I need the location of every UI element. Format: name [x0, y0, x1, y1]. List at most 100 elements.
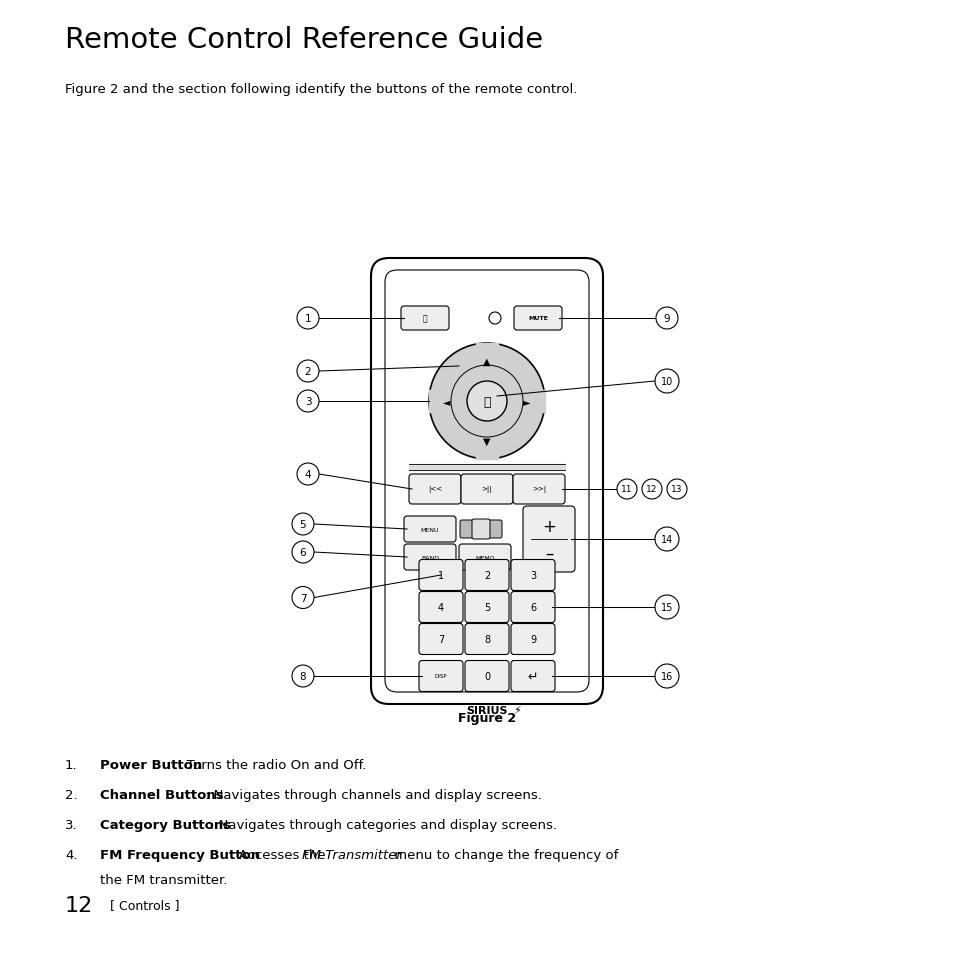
Text: menu to change the frequency of: menu to change the frequency of: [390, 848, 618, 862]
Text: MUTE: MUTE: [528, 316, 547, 321]
Circle shape: [655, 527, 679, 552]
Circle shape: [656, 308, 678, 330]
Circle shape: [292, 514, 314, 536]
Circle shape: [666, 479, 686, 499]
Text: 15: 15: [660, 602, 673, 613]
FancyBboxPatch shape: [458, 544, 511, 571]
Text: 5: 5: [299, 519, 306, 530]
Text: 5: 5: [483, 602, 490, 613]
FancyBboxPatch shape: [511, 624, 555, 655]
Text: the FM transmitter.: the FM transmitter.: [100, 873, 227, 886]
Text: MENU: MENU: [420, 527, 438, 532]
Circle shape: [292, 587, 314, 609]
Text: 13: 13: [671, 485, 682, 494]
FancyBboxPatch shape: [409, 475, 460, 504]
Text: ⚡: ⚡: [513, 706, 520, 716]
Text: Figure 2 and the section following identify the buttons of the remote control.: Figure 2 and the section following ident…: [65, 83, 577, 96]
Circle shape: [641, 479, 661, 499]
FancyBboxPatch shape: [514, 307, 561, 331]
Text: 9: 9: [663, 314, 670, 324]
Text: 6: 6: [529, 602, 536, 613]
Circle shape: [655, 596, 679, 619]
Text: –: –: [544, 544, 553, 561]
Text: [ Controls ]: [ Controls ]: [110, 899, 179, 911]
Text: 10: 10: [660, 376, 673, 387]
Text: 1: 1: [437, 571, 443, 580]
Text: FM Frequency Button: FM Frequency Button: [100, 848, 260, 862]
FancyBboxPatch shape: [371, 258, 602, 704]
Text: 1: 1: [304, 314, 311, 324]
FancyBboxPatch shape: [464, 624, 509, 655]
Text: DISP: DISP: [435, 674, 447, 679]
Text: 4: 4: [437, 602, 443, 613]
Text: 14: 14: [660, 535, 673, 544]
FancyBboxPatch shape: [464, 660, 509, 692]
Circle shape: [296, 308, 318, 330]
Text: 8: 8: [299, 671, 306, 681]
Circle shape: [292, 665, 314, 687]
Text: 9: 9: [529, 635, 536, 644]
FancyBboxPatch shape: [464, 592, 509, 623]
FancyBboxPatch shape: [400, 307, 449, 331]
FancyBboxPatch shape: [464, 560, 509, 591]
Circle shape: [617, 479, 637, 499]
Text: Power Button: Power Button: [100, 759, 202, 771]
Text: Category Buttons: Category Buttons: [100, 818, 231, 831]
Text: |<<: |<<: [428, 486, 441, 493]
Text: MEMO: MEMO: [475, 555, 495, 560]
Text: 12: 12: [645, 485, 657, 494]
FancyBboxPatch shape: [403, 544, 456, 571]
Text: 7: 7: [437, 635, 444, 644]
Text: SIRIUS: SIRIUS: [466, 706, 507, 716]
Circle shape: [429, 344, 544, 459]
FancyBboxPatch shape: [511, 592, 555, 623]
Text: ▲: ▲: [483, 356, 490, 367]
Circle shape: [489, 313, 500, 325]
Text: 3.: 3.: [65, 818, 77, 831]
Text: 0: 0: [483, 671, 490, 681]
Text: FM Transmitter: FM Transmitter: [302, 848, 401, 862]
FancyBboxPatch shape: [460, 475, 513, 504]
Text: ⏻: ⏻: [422, 314, 427, 323]
FancyBboxPatch shape: [472, 519, 490, 539]
Text: 7: 7: [299, 593, 306, 603]
Text: ▼: ▼: [483, 436, 490, 447]
Text: 2: 2: [304, 367, 311, 376]
FancyBboxPatch shape: [511, 560, 555, 591]
Text: : Turns the radio On and Off.: : Turns the radio On and Off.: [178, 759, 366, 771]
Text: : Accesses the: : Accesses the: [230, 848, 330, 862]
Text: +: +: [541, 517, 556, 535]
Text: 3: 3: [529, 571, 536, 580]
Text: 8: 8: [483, 635, 490, 644]
FancyBboxPatch shape: [418, 660, 462, 692]
FancyBboxPatch shape: [459, 520, 501, 538]
Circle shape: [467, 381, 506, 421]
Text: ►: ►: [522, 396, 530, 407]
Text: : Navigates through categories and display screens.: : Navigates through categories and displ…: [210, 818, 557, 831]
Text: 4: 4: [304, 470, 311, 479]
Circle shape: [655, 370, 679, 394]
Circle shape: [292, 541, 314, 563]
Text: 2: 2: [483, 571, 490, 580]
Text: BAND: BAND: [420, 555, 438, 560]
Text: ⛹: ⛹: [483, 395, 490, 408]
Text: 11: 11: [620, 485, 632, 494]
Text: 3: 3: [304, 396, 311, 407]
Circle shape: [296, 360, 318, 382]
Text: Remote Control Reference Guide: Remote Control Reference Guide: [65, 26, 542, 54]
Text: : Navigates through channels and display screens.: : Navigates through channels and display…: [205, 788, 541, 801]
Text: 4.: 4.: [65, 848, 77, 862]
Text: Channel Buttons: Channel Buttons: [100, 788, 223, 801]
FancyBboxPatch shape: [513, 475, 564, 504]
Circle shape: [296, 391, 318, 413]
Circle shape: [655, 664, 679, 688]
Text: 1.: 1.: [65, 759, 77, 771]
Text: ↵: ↵: [527, 670, 537, 682]
FancyBboxPatch shape: [418, 624, 462, 655]
FancyBboxPatch shape: [418, 560, 462, 591]
FancyBboxPatch shape: [522, 506, 575, 573]
Circle shape: [296, 463, 318, 485]
Text: 12: 12: [65, 895, 93, 915]
Text: ◄: ◄: [443, 396, 450, 407]
Text: 2.: 2.: [65, 788, 77, 801]
